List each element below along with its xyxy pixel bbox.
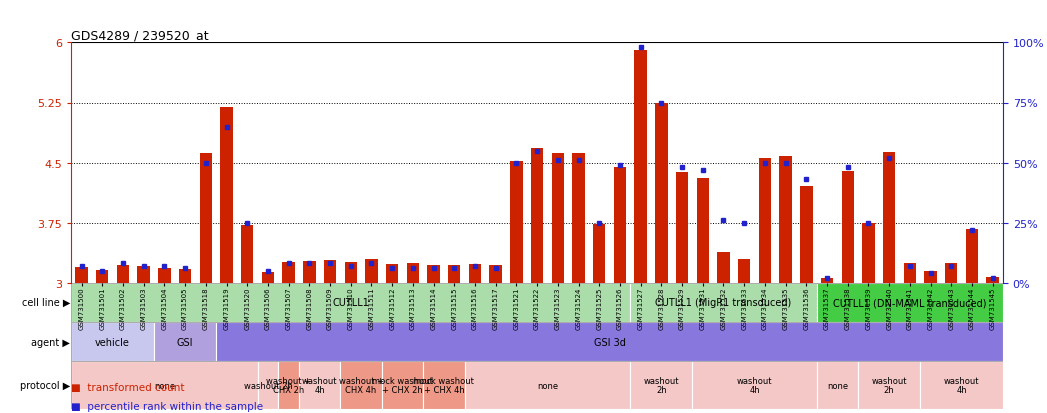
Text: washout +
CHX 2h: washout + CHX 2h bbox=[266, 376, 311, 394]
Bar bbox=[283, 262, 295, 283]
Bar bbox=[883, 153, 895, 283]
Text: agent ▶: agent ▶ bbox=[31, 337, 70, 347]
Text: none: none bbox=[827, 381, 848, 389]
Bar bbox=[96, 270, 109, 283]
Bar bbox=[386, 265, 398, 283]
Text: washout
4h: washout 4h bbox=[943, 376, 979, 394]
Bar bbox=[655, 103, 668, 283]
Bar bbox=[717, 253, 730, 283]
Bar bbox=[304, 261, 315, 283]
Bar bbox=[71, 322, 154, 361]
Bar bbox=[365, 260, 378, 283]
Text: CUTLL1 (DN-MAML transduced): CUTLL1 (DN-MAML transduced) bbox=[833, 297, 986, 308]
Bar bbox=[925, 271, 937, 283]
Text: CUTLL1 (MigR1 transduced): CUTLL1 (MigR1 transduced) bbox=[655, 297, 792, 308]
Bar bbox=[154, 322, 216, 361]
Text: cell line ▶: cell line ▶ bbox=[22, 297, 70, 308]
Bar bbox=[593, 225, 605, 283]
Bar bbox=[738, 259, 751, 283]
Text: GSI: GSI bbox=[177, 337, 194, 347]
Bar bbox=[406, 264, 419, 283]
Bar bbox=[75, 268, 88, 283]
Bar bbox=[573, 154, 584, 283]
Bar bbox=[117, 265, 129, 283]
Bar bbox=[324, 261, 336, 283]
Bar bbox=[859, 361, 920, 409]
Bar bbox=[469, 265, 482, 283]
Bar bbox=[759, 158, 771, 283]
Text: ■  transformed count: ■ transformed count bbox=[71, 382, 184, 392]
Bar bbox=[904, 263, 916, 283]
Text: washout
4h: washout 4h bbox=[737, 376, 773, 394]
Bar bbox=[986, 277, 999, 283]
Bar bbox=[179, 269, 192, 283]
Bar bbox=[779, 157, 792, 283]
Bar bbox=[465, 361, 630, 409]
Bar bbox=[448, 265, 461, 283]
Bar bbox=[382, 361, 423, 409]
Bar bbox=[299, 361, 340, 409]
Text: vehicle: vehicle bbox=[95, 337, 130, 347]
Bar bbox=[676, 173, 688, 283]
Bar bbox=[965, 229, 978, 283]
Bar bbox=[510, 161, 522, 283]
Bar bbox=[258, 361, 279, 409]
Text: washout +
CHX 4h: washout + CHX 4h bbox=[338, 376, 383, 394]
Text: washout 2h: washout 2h bbox=[244, 381, 292, 389]
Bar bbox=[863, 223, 874, 283]
Bar bbox=[696, 178, 709, 283]
Text: none: none bbox=[154, 381, 175, 389]
Bar bbox=[634, 51, 647, 283]
Text: washout
4h: washout 4h bbox=[302, 376, 337, 394]
Bar bbox=[216, 322, 1003, 361]
Bar bbox=[817, 361, 859, 409]
Bar bbox=[490, 265, 502, 283]
Text: GSI 3d: GSI 3d bbox=[594, 337, 625, 347]
Bar bbox=[158, 268, 171, 283]
Bar bbox=[842, 172, 854, 283]
Bar bbox=[630, 361, 692, 409]
Bar bbox=[552, 154, 564, 283]
Bar bbox=[71, 361, 258, 409]
Text: washout
2h: washout 2h bbox=[871, 376, 907, 394]
Bar bbox=[340, 361, 382, 409]
Text: ■  percentile rank within the sample: ■ percentile rank within the sample bbox=[71, 401, 264, 411]
Text: washout
2h: washout 2h bbox=[644, 376, 680, 394]
Bar bbox=[630, 283, 817, 322]
Text: CUTLL1: CUTLL1 bbox=[332, 297, 370, 308]
Bar bbox=[614, 167, 626, 283]
Bar bbox=[279, 361, 299, 409]
Bar bbox=[220, 107, 232, 283]
Bar bbox=[200, 154, 211, 283]
Bar bbox=[71, 283, 630, 322]
Text: mock washout
+ CHX 4h: mock washout + CHX 4h bbox=[414, 376, 474, 394]
Bar bbox=[241, 225, 253, 283]
Bar bbox=[137, 266, 150, 283]
Bar bbox=[800, 186, 812, 283]
Text: mock washout
+ CHX 2h: mock washout + CHX 2h bbox=[372, 376, 433, 394]
Bar bbox=[692, 361, 817, 409]
Text: protocol ▶: protocol ▶ bbox=[20, 380, 70, 390]
Bar bbox=[423, 361, 465, 409]
Bar bbox=[945, 263, 957, 283]
Bar bbox=[531, 149, 543, 283]
Bar bbox=[920, 361, 1003, 409]
Bar bbox=[262, 273, 274, 283]
Bar bbox=[427, 265, 440, 283]
Bar bbox=[817, 283, 1003, 322]
Text: none: none bbox=[537, 381, 558, 389]
Bar bbox=[821, 278, 833, 283]
Bar bbox=[344, 262, 357, 283]
Text: GDS4289 / 239520_at: GDS4289 / 239520_at bbox=[71, 29, 208, 42]
